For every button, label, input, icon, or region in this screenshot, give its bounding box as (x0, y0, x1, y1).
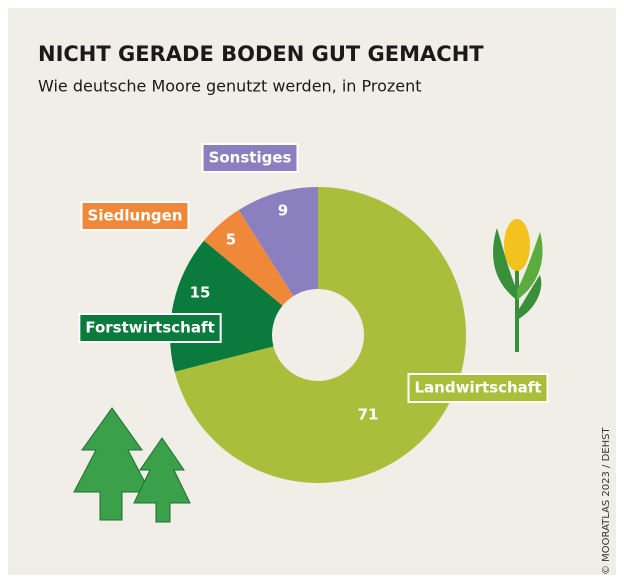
value-label: 15 (190, 284, 211, 302)
value-label: 5 (226, 231, 236, 249)
chart-subtitle: Wie deutsche Moore genutzt werden, in Pr… (38, 77, 422, 96)
category-label: Landwirtschaft (415, 379, 542, 397)
category-label: Forstwirtschaft (85, 319, 214, 337)
category-label: Siedlungen (88, 207, 183, 225)
credit: © MOORATLAS 2023 / DEHST (601, 427, 612, 575)
value-label: 71 (358, 406, 379, 424)
chart-title: NICHT GERADE BODEN GUT GEMACHT (38, 42, 484, 66)
value-label: 9 (278, 202, 288, 220)
category-label: Sonstiges (209, 149, 292, 167)
chart: NICHT GERADE BODEN GUT GEMACHT Wie deuts… (0, 0, 624, 583)
